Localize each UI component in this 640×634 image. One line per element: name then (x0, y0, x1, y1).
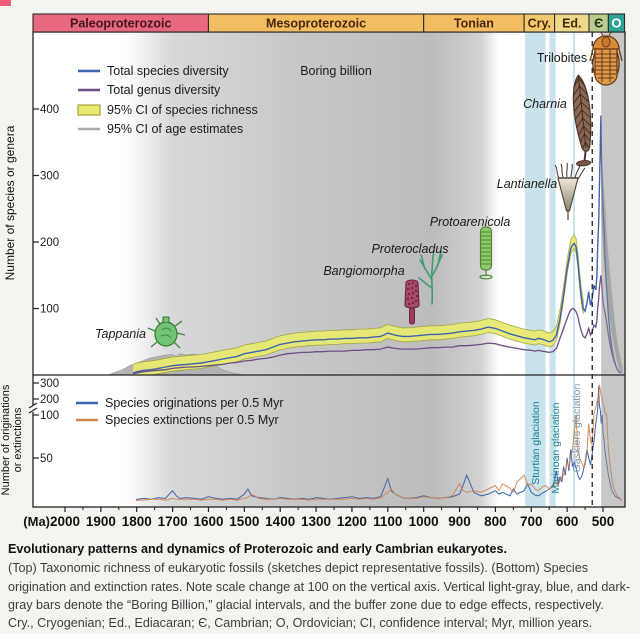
era-label-5: Є (594, 16, 603, 31)
fossil-label-charnia: Charnia (523, 97, 567, 111)
era-segment-6 (607, 13, 626, 33)
corner-crop-artifact (0, 0, 11, 6)
lantianella-fossil-icon (554, 162, 586, 220)
top-ytick-label: 400 (40, 104, 59, 116)
glacial-band-sturtian (525, 32, 546, 507)
eukaryote-diversity-figure: Paleoproterozoic Mesoproterozoic Tonian Cry… (0, 0, 626, 529)
fossil-label-bangiomorpha: Bangiomorpha (323, 264, 404, 278)
bottom-ytick-label: 300 (40, 378, 59, 390)
era-label-3: Cry. (528, 17, 551, 31)
legend-swatch-box (77, 104, 101, 116)
x-tick-label: 1300 (301, 514, 331, 529)
fossil-label-lantianella: Lantianella (497, 177, 558, 191)
protoarenicola-fossil-icon (479, 226, 493, 280)
glacial-band-marinoan (549, 32, 556, 507)
species-originations-line (136, 386, 622, 501)
era-label-6: O (611, 16, 621, 31)
charnia-fossil-icon (572, 74, 592, 167)
x-tick-label: 1500 (229, 514, 259, 529)
top-ytick-label: 100 (40, 304, 59, 316)
era-label-1: Mesoproterozoic (266, 17, 366, 31)
text-labels-layer: Paleoproterozoic Mesoproterozoic Tonian Cry… (0, 13, 626, 529)
bangiomorpha-fossil-icon (404, 279, 420, 325)
bottom-legend-label-1: Species extinctions per 0.5 Myr (105, 413, 279, 427)
x-axis-unit-label: (Ma) (23, 514, 50, 529)
bottom-y-axis-title-line2: or extinctions (12, 407, 24, 472)
x-tick-label: 900 (448, 514, 471, 529)
caption-body: (Top) Taxonomic richness of eukaryotic f… (8, 561, 631, 630)
boring-billion-label: Boring billion (300, 64, 372, 78)
figure-caption: Evolutionary patterns and dynamics of Pr… (8, 540, 632, 632)
fossil-label-trilobites: Trilobites (537, 51, 587, 65)
x-tick-label: 700 (520, 514, 543, 529)
top-ytick-label: 300 (40, 171, 59, 183)
x-tick-label: 1200 (337, 514, 367, 529)
buffer-zone-band (601, 32, 625, 507)
x-tick-label: 800 (484, 514, 507, 529)
top-ytick-label: 200 (40, 237, 59, 249)
top-legend-label-0: Total species diversity (107, 64, 229, 78)
x-tick-label: 500 (592, 514, 615, 529)
top-legend-label-2: 95% CI of species richness (107, 103, 258, 117)
x-tick-label: 2000 (50, 514, 80, 529)
bottom-legend-label-0: Species originations per 0.5 Myr (105, 396, 284, 410)
x-tick-label: 1000 (409, 514, 439, 529)
x-tick-label: 1700 (158, 514, 188, 529)
boring-billion-band (125, 32, 499, 507)
era-label-4: Ed. (562, 17, 581, 31)
glaciation-label-1: Marinoan glaciation (550, 402, 562, 493)
x-tick-label: 1800 (122, 514, 152, 529)
glaciation-label-0: Sturtian glaciation (530, 401, 542, 485)
top-legend-label-1: Total genus diversity (107, 83, 221, 97)
scale-break-gap (30, 405, 36, 412)
total-species-diversity-line (132, 115, 622, 374)
tappania-fossil-icon (147, 316, 186, 349)
glaciation-label-2: Gaskiers glaciation (571, 383, 583, 472)
bottom-ytick-label: 200 (40, 394, 59, 406)
scale-break-icon (28, 402, 38, 414)
x-tick-label: 1400 (265, 514, 295, 529)
proterocladus-fossil-icon (418, 250, 443, 305)
top-y-axis-title: Number of species or genera (3, 125, 17, 280)
background-layer (0, 0, 625, 507)
fossil-label-protoarenicola: Protoarenicola (430, 215, 511, 229)
bottom-y-axis-title-line1: Number of originations (0, 384, 12, 495)
x-tick-label: 1600 (193, 514, 223, 529)
fossil-label-proterocladus: Proterocladus (371, 242, 448, 256)
era-label-0: Paleoproterozoic (70, 17, 171, 31)
x-tick-label: 1900 (86, 514, 116, 529)
x-tick-label: 1100 (373, 514, 402, 529)
species-extinctions-line (136, 384, 622, 501)
bottom-ytick-label: 50 (40, 453, 53, 465)
caption-title: Evolutionary patterns and dynamics of Pr… (8, 542, 507, 556)
glacial-band-gaskiers (572, 32, 576, 507)
top-legend-label-3: 95% CI of age estimates (107, 122, 243, 136)
bottom-ytick-label: 100 (40, 410, 59, 422)
era-label-2: Tonian (454, 17, 494, 31)
x-tick-label: 600 (556, 514, 579, 529)
total-genus-diversity-line (132, 275, 622, 375)
fossil-label-tappania: Tappania (95, 327, 146, 341)
